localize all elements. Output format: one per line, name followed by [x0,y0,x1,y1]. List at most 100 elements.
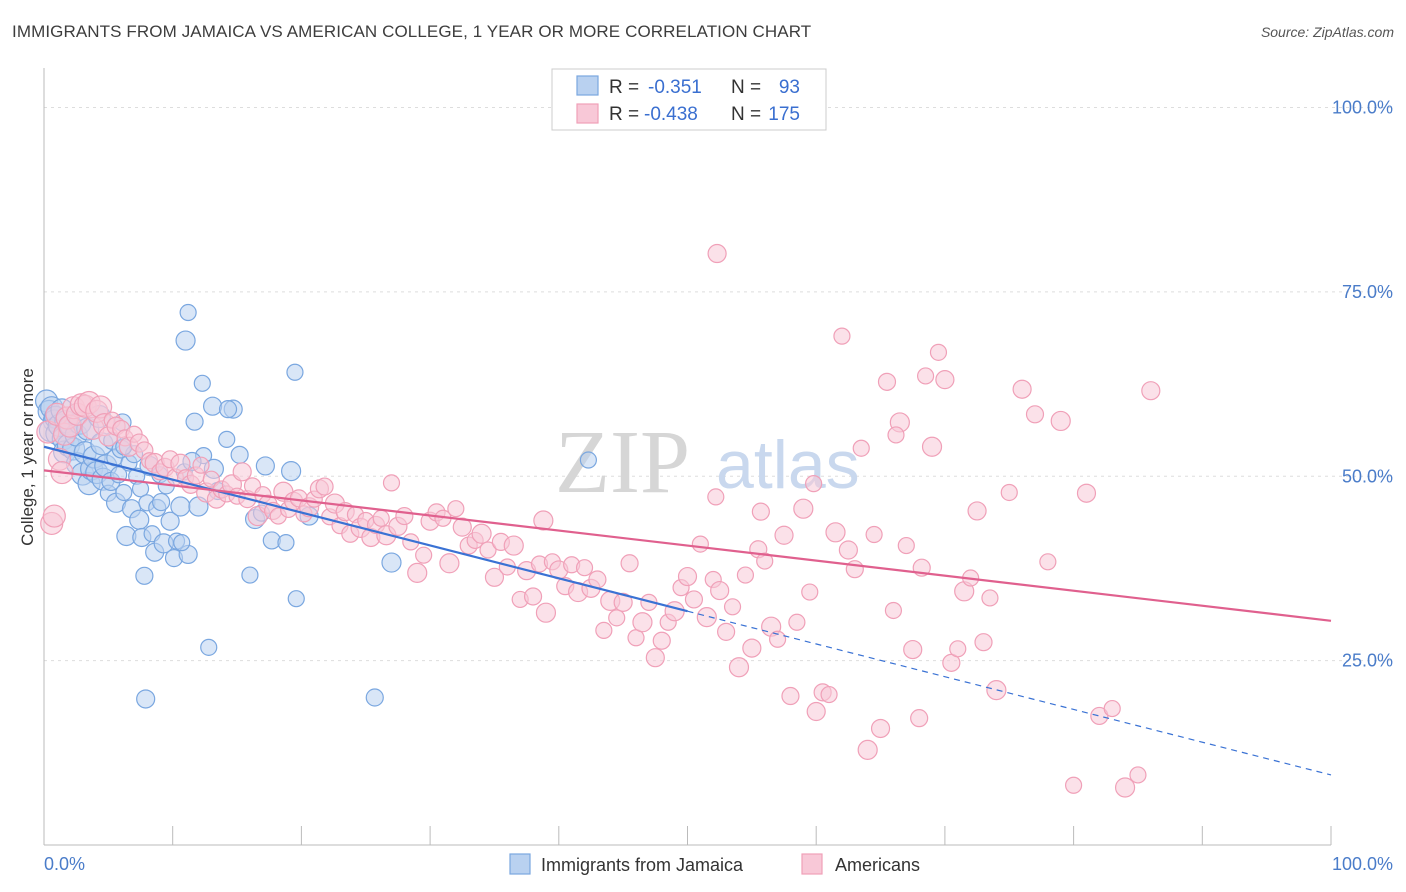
point-jamaica-84 [193,374,211,392]
point-americans-123 [696,607,717,628]
bottom-legend-label-jamaica: Immigrants from Jamaica [541,855,744,875]
point-jamaica-83 [175,330,196,351]
point-jamaica-70 [255,456,275,476]
point-americans-160 [935,370,955,390]
point-americans-168 [986,680,1007,701]
point-americans-172 [1039,553,1057,571]
point-americans-175 [1076,483,1097,503]
point-americans-181 [751,502,770,521]
point-americans-158 [921,436,943,457]
point-americans-187 [887,426,905,444]
point-americans-140 [806,701,826,722]
legend-n-label-2: N = [731,104,761,125]
point-americans-83 [439,553,460,574]
point-jamaica-77 [173,534,191,552]
point-jamaica-55 [160,511,180,531]
watermark-zip: ZIP [555,413,690,512]
point-americans-132 [756,552,774,570]
point-americans-150 [870,718,891,739]
point-americans-76 [395,506,414,526]
point-americans-107 [595,621,613,639]
point-americans-125 [710,580,730,601]
point-jamaica-72 [277,534,295,552]
point-americans-142 [820,685,838,704]
point-americans-146 [845,560,864,579]
point-americans-182 [805,475,823,493]
point-americans-143 [825,522,846,543]
point-americans-120 [677,566,698,587]
point-americans-180 [1141,381,1161,401]
point-americans-2 [42,504,66,528]
bottom-legend-swatch-americans [801,853,823,875]
point-americans-155 [903,639,923,660]
point-americans-78 [407,562,428,583]
point-americans-116 [652,631,671,650]
point-americans-121 [684,590,704,609]
y-tick-label-2: 75.0% [1342,282,1393,302]
point-americans-184 [707,488,725,506]
point-americans-106 [588,570,607,589]
point-americans-128 [728,657,750,678]
point-americans-104 [575,559,594,577]
point-americans-151 [877,372,897,391]
point-americans-130 [742,638,762,658]
series-legend: Immigrants from Jamaica Americans [509,853,920,875]
point-americans-72 [372,509,390,527]
trend-lines [43,445,1332,776]
point-americans-152 [884,601,903,620]
point-americans-134 [768,630,787,648]
point-jamaica-85 [202,396,223,416]
point-americans-165 [967,501,987,521]
point-americans-61 [315,477,334,496]
point-americans-171 [1025,405,1045,424]
point-jamaica-79 [200,638,218,656]
point-americans-109 [608,609,626,627]
x-tick-label-right: 100.0% [1332,854,1393,874]
point-americans-90 [484,567,505,587]
point-americans-185 [707,243,727,264]
point-americans-111 [620,554,639,573]
legend-r-label-1: R = [609,77,639,98]
x-tick-label-left: 0.0% [44,854,85,874]
legend-n-value-1: 93 [779,77,800,98]
point-jamaica-80 [136,689,156,709]
chart-title: IMMIGRANTS FROM JAMAICA VS AMERICAN COLL… [12,22,812,41]
correlation-legend: R = -0.351 N = 93 R = -0.438 N = 175 [551,68,827,131]
watermark: ZIP atlas [555,413,860,512]
point-americans-170 [1012,379,1032,399]
trend-line-jamaica-extrapolated [687,610,1332,776]
point-americans-45 [232,462,252,482]
y-axis-title: College, 1 year or more [18,368,37,546]
source-label: Source: ZipAtlas.com [1260,24,1394,40]
point-jamaica-64 [218,430,236,448]
point-americans-177 [1103,699,1121,718]
data-points [34,243,1161,798]
bottom-legend-swatch-jamaica [509,853,531,875]
point-jamaica-86 [218,400,238,419]
point-jamaica-81 [365,688,384,707]
point-americans-122 [691,535,709,553]
point-americans-110 [613,592,633,612]
point-jamaica-73 [281,460,302,482]
point-americans-144 [833,327,851,345]
trend-line-jamaica [43,445,688,613]
bottom-legend-label-americans: Americans [835,855,920,875]
legend-n-label-1: N = [731,77,761,98]
point-jamaica-67 [241,566,259,584]
point-americans-113 [632,612,653,633]
point-americans-145 [838,540,858,560]
point-americans-147 [852,439,870,457]
trend-line-americans [43,469,1332,622]
legend-swatch-jamaica [576,75,599,96]
point-jamaica-87 [286,363,304,381]
point-jamaica-43 [129,509,150,530]
point-americans-156 [910,709,929,728]
y-tick-label-1: 50.0% [1342,466,1393,486]
point-americans-84 [447,500,465,518]
y-tick-labels: 25.0% 50.0% 75.0% 100.0% [1332,98,1393,671]
point-americans-162 [949,640,967,658]
point-americans-183 [533,510,554,531]
point-americans-148 [857,739,878,760]
point-americans-89 [479,541,497,559]
axes [43,68,1332,846]
